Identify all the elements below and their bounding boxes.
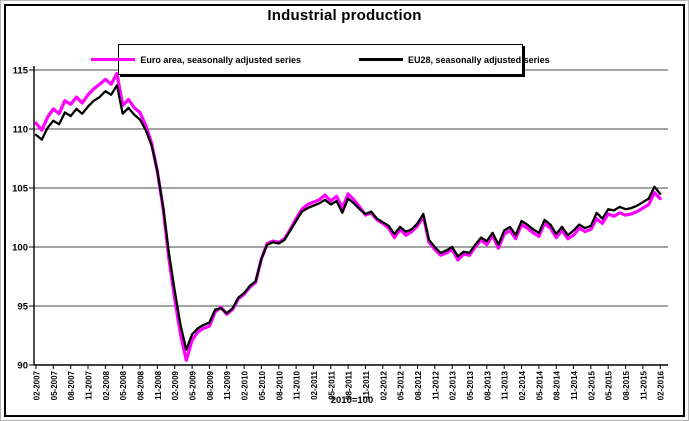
- x-tick-label: 08-2012: [414, 370, 423, 400]
- x-tick-label: 05-2009: [189, 370, 198, 400]
- x-tick-label: 08-2011: [345, 370, 354, 399]
- x-tick-label: 05-2012: [397, 370, 406, 400]
- series-line-euro-area: [34, 71, 662, 362]
- x-tick-label: 08-2014: [553, 370, 562, 400]
- x-tick-label: 08-2010: [275, 370, 284, 400]
- x-tick-label: 05-2013: [466, 370, 475, 400]
- legend-line-eu28-icon: [359, 58, 404, 61]
- x-tick-label: 11-2009: [223, 370, 232, 399]
- x-tick-label: 11-2007: [85, 370, 94, 399]
- legend: Euro area, seasonally adjusted series EU…: [91, 44, 550, 75]
- y-tick-label: 115: [13, 66, 29, 77]
- x-tick-label: 05-2007: [50, 370, 59, 400]
- x-tick-label: 08-2009: [206, 370, 215, 400]
- x-tick-label: 11-2011: [362, 370, 371, 399]
- x-tick-label: 02-2010: [241, 370, 250, 400]
- x-tick-label: 08-2013: [483, 370, 492, 400]
- x-tick-label: 02-2014: [518, 370, 527, 400]
- x-tick-label: 02-2011: [310, 370, 319, 399]
- x-tick-label: 11-2012: [431, 370, 440, 399]
- x-tick-label: 05-2008: [119, 370, 128, 400]
- y-tick-label: 110: [13, 125, 28, 136]
- x-tick-label: 05-2015: [605, 370, 614, 400]
- x-tick-label: 11-2014: [570, 370, 579, 399]
- x-tick-label: 05-2011: [327, 370, 336, 399]
- legend-label-euro-area: Euro area, seasonally adjusted series: [140, 54, 302, 65]
- legend-label-eu28: EU28, seasonally adjusted series: [408, 54, 550, 65]
- x-tick-label: 02-2007: [33, 370, 42, 400]
- x-tick-label: 08-2007: [67, 370, 76, 400]
- legend-item-eu28: EU28, seasonally adjusted series: [359, 55, 550, 65]
- x-tick-label: 08-2008: [137, 370, 146, 400]
- axis-footnote: 2010=100: [330, 395, 374, 406]
- legend-line-euro-area-icon: [91, 58, 136, 61]
- x-tick-label: 11-2015: [639, 370, 648, 399]
- series-line-eu28: [34, 84, 662, 351]
- x-tick-label: 02-2008: [102, 370, 111, 400]
- x-tick-label: 02-2016: [657, 370, 666, 400]
- x-tick-label: 02-2009: [171, 370, 180, 400]
- y-tick-label: 90: [17, 361, 28, 372]
- x-tick-label: 02-2012: [379, 370, 388, 400]
- legend-item-euro-area: Euro area, seasonally adjusted series: [91, 55, 301, 65]
- y-tick-label: 100: [12, 243, 28, 254]
- x-tick-label: 02-2015: [587, 370, 596, 400]
- chart-title: Industrial production: [267, 7, 422, 24]
- x-tick-label: 11-2013: [501, 370, 510, 399]
- x-tick-label: 08-2015: [622, 370, 631, 400]
- x-tick-label: 11-2010: [293, 370, 302, 399]
- x-tick-label: 05-2014: [535, 370, 544, 400]
- x-tick-label: 02-2013: [449, 370, 458, 400]
- y-tick-label: 95: [17, 302, 28, 313]
- x-tick-label: 05-2010: [258, 370, 267, 400]
- y-tick-label: 105: [12, 184, 29, 195]
- x-tick-label: 11-2008: [154, 370, 163, 399]
